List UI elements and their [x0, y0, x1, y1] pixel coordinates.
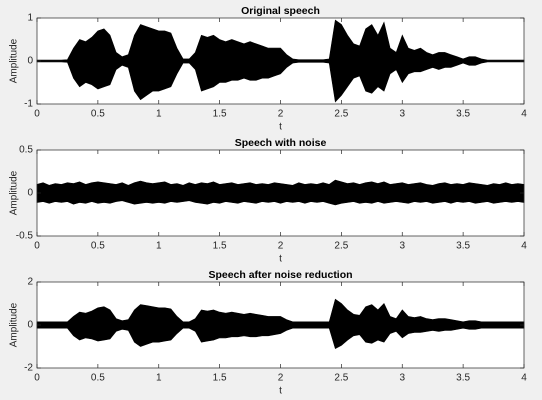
x-tick-label: 3	[399, 241, 405, 252]
y-tick-label: 1	[27, 13, 33, 24]
axes-title: Speech after noise reduction	[208, 269, 352, 281]
y-axis-label: Amplitude	[9, 302, 20, 347]
y-tick-label: 0	[27, 188, 33, 199]
x-tick-label: 0.5	[91, 241, 105, 252]
x-tick-label: 2.5	[334, 109, 348, 120]
x-tick-label: 0	[34, 109, 40, 120]
waveform	[36, 60, 525, 103]
x-tick-label: 3.5	[456, 109, 470, 120]
y-tick-label: 2	[27, 277, 33, 288]
x-tick-label: 1	[156, 241, 162, 252]
x-tick-label: 1.5	[213, 109, 227, 120]
x-tick-label: 1	[156, 373, 162, 384]
x-tick-label: 4	[521, 373, 527, 384]
waveform	[36, 19, 525, 62]
x-tick-label: 0.5	[91, 109, 105, 120]
x-tick-label: 2.5	[334, 373, 348, 384]
y-axis-label: Amplitude	[9, 38, 20, 83]
x-tick-label: 2.5	[334, 241, 348, 252]
x-axis-label: t	[279, 122, 282, 133]
x-tick-label: 4	[521, 109, 527, 120]
y-tick-label: 0.5	[19, 145, 33, 156]
waveform	[36, 192, 525, 206]
waveform	[36, 324, 525, 350]
waveform	[36, 298, 525, 326]
x-tick-label: 1.5	[213, 373, 227, 384]
x-tick-label: 1	[156, 109, 162, 120]
x-tick-label: 3	[399, 109, 405, 120]
x-tick-label: 2	[278, 241, 284, 252]
y-tick-label: 0	[27, 320, 33, 331]
y-tick-label: 0	[27, 56, 33, 67]
x-tick-label: 4	[521, 241, 527, 252]
x-tick-label: 0	[34, 373, 40, 384]
waveform	[36, 179, 525, 194]
x-tick-label: 3.5	[456, 373, 470, 384]
x-axis-label: t	[279, 386, 282, 397]
x-tick-label: 0	[34, 241, 40, 252]
x-tick-label: 2	[278, 373, 284, 384]
y-tick-label: -2	[24, 363, 33, 374]
x-axis-label: t	[279, 254, 282, 265]
y-axis-label: Amplitude	[9, 170, 20, 215]
axes-title: Speech with noise	[235, 137, 327, 149]
x-tick-label: 3	[399, 373, 405, 384]
x-tick-label: 3.5	[456, 241, 470, 252]
y-tick-label: -0.5	[16, 231, 34, 242]
x-tick-label: 0.5	[91, 373, 105, 384]
axes-title: Original speech	[241, 5, 320, 17]
x-tick-label: 2	[278, 109, 284, 120]
x-tick-label: 1.5	[213, 241, 227, 252]
y-tick-label: -1	[24, 99, 33, 110]
